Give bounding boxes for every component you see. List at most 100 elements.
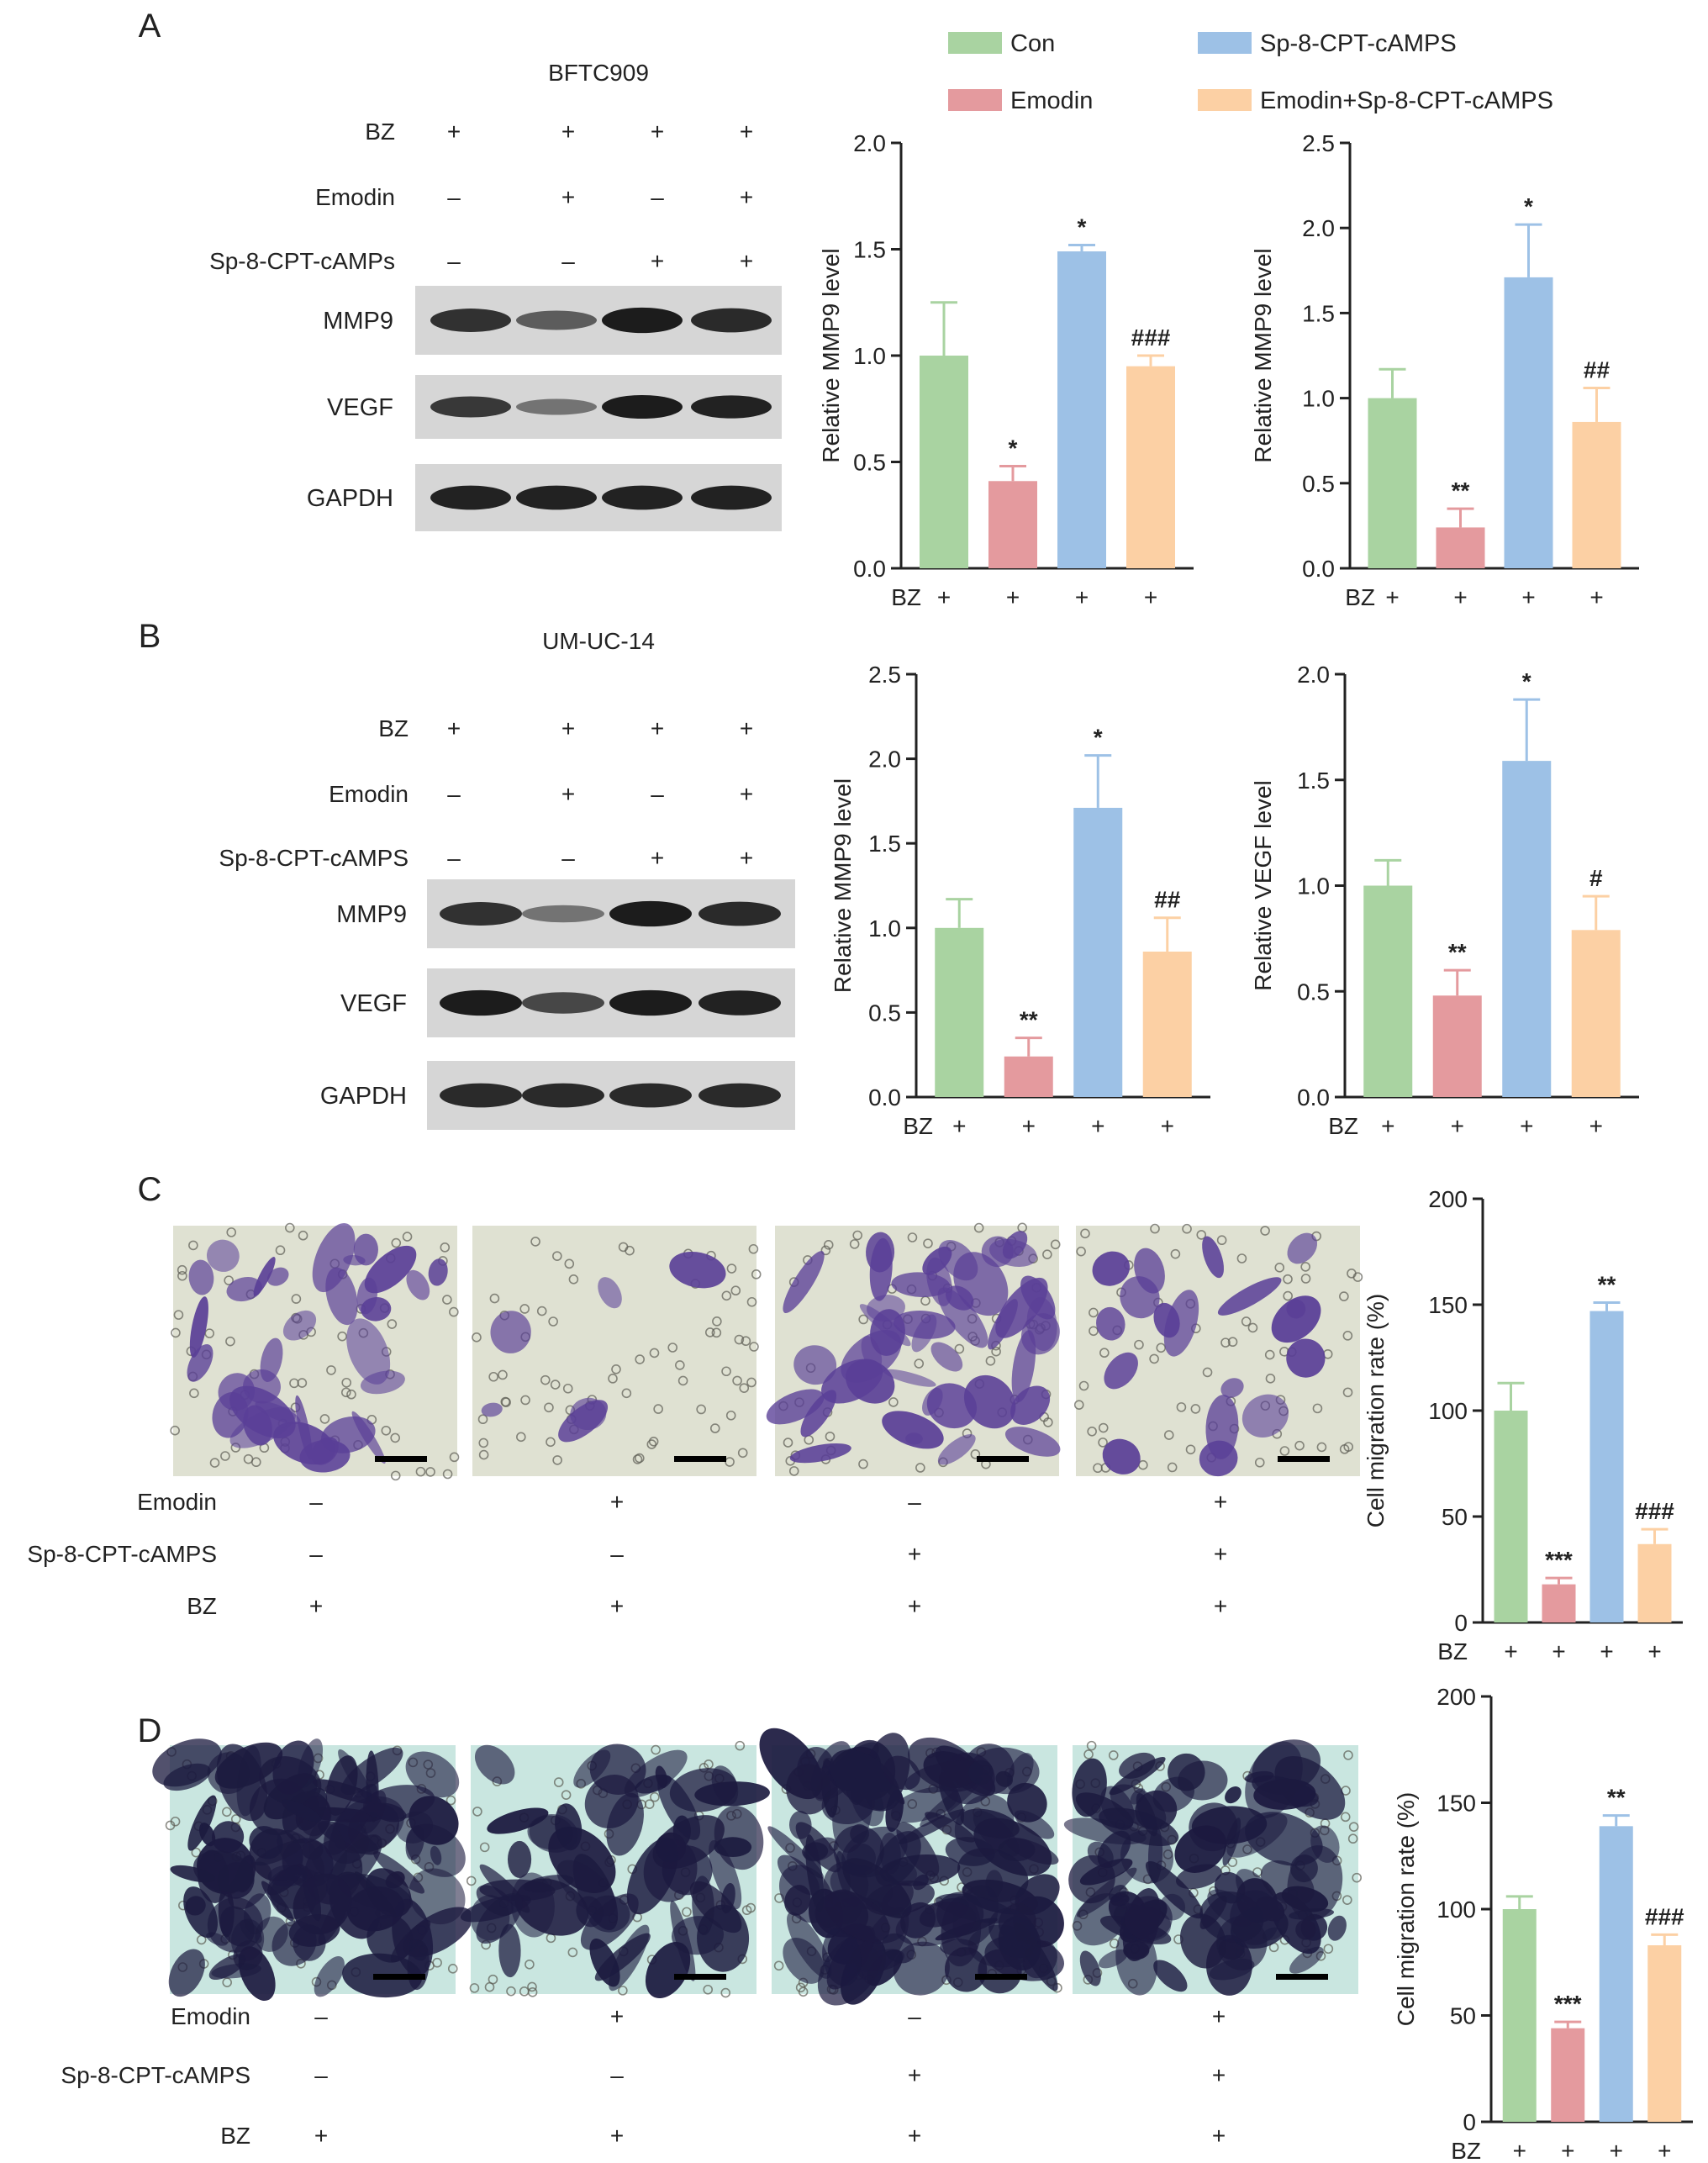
membrane-pore: [608, 1374, 618, 1384]
y-tick-label: 1.0: [1297, 873, 1330, 899]
stained-cell: [954, 1794, 1015, 1857]
stained-cell: [940, 1939, 978, 1956]
stained-cell: [271, 1920, 317, 1966]
membrane-pore: [561, 1790, 572, 1800]
membrane-pore: [726, 1264, 737, 1274]
bar-emodin: [1432, 995, 1482, 1097]
stained-cell: [922, 1246, 952, 1275]
stained-cell: [321, 1416, 376, 1453]
stained-cell: [570, 1397, 607, 1431]
membrane-pore: [536, 1306, 547, 1316]
membrane-pore: [704, 1327, 715, 1337]
stained-cell: [325, 1755, 358, 1816]
stained-cell: [555, 1803, 583, 1851]
scale-bar: [373, 1974, 425, 1980]
treatment-label-emodin: Emodin: [171, 2003, 250, 2029]
legend-swatch-emodin: [948, 89, 1002, 111]
membrane-pore: [552, 1455, 562, 1465]
membrane-pore: [171, 1327, 181, 1338]
stained-cell: [609, 1924, 650, 1992]
y-tick-label: 0.0: [853, 556, 886, 582]
treatment-label-emodin: Emodin: [137, 1489, 217, 1515]
stained-cell: [882, 1411, 944, 1449]
bar-combo: [1126, 366, 1175, 568]
membrane-pore: [712, 1316, 722, 1327]
membrane-pore: [298, 1230, 308, 1241]
stained-cell: [272, 1740, 314, 1795]
stained-cell: [1092, 1251, 1131, 1286]
stained-cell: [1189, 1802, 1238, 1852]
treatment-sign: –: [651, 184, 664, 210]
membrane-pore: [222, 1807, 232, 1817]
x-row-sign: +: [1589, 584, 1603, 610]
membrane-pore: [635, 1354, 645, 1364]
membrane-pore: [823, 1240, 834, 1250]
treatment-sign: –: [610, 1541, 624, 1567]
membrane-pore: [1342, 1387, 1353, 1398]
bar-sp: [1504, 277, 1553, 568]
blot-band: [691, 485, 772, 510]
x-row-label: BZ: [903, 1113, 933, 1139]
membrane-pore: [651, 1744, 661, 1755]
stained-cell: [800, 1390, 837, 1438]
membrane-pore: [442, 1295, 452, 1305]
significance-label: *: [1094, 725, 1103, 751]
stained-cell: [1295, 1919, 1316, 1940]
membrane-pore: [721, 1366, 731, 1377]
treatment-sign: +: [610, 2003, 624, 2029]
treatment-sign: +: [740, 845, 753, 871]
y-tick-label: 2.0: [853, 130, 886, 156]
stained-cell: [1102, 1438, 1141, 1475]
stained-cell: [968, 1759, 994, 1786]
stained-cell: [822, 1928, 862, 1986]
stained-cell: [266, 1267, 289, 1286]
blot-band: [440, 902, 522, 926]
stained-cell: [643, 1839, 698, 1902]
blot-band: [430, 485, 511, 510]
significance-label: ***: [1554, 1991, 1582, 2017]
stained-cell: [1168, 1753, 1205, 1791]
panel-letter-c: C: [138, 1171, 162, 1208]
stained-cell: [430, 1845, 442, 1865]
x-row-label: BZ: [1345, 584, 1375, 610]
membrane-pore: [914, 1358, 925, 1369]
membrane-pore: [1080, 1228, 1090, 1239]
x-row-sign: +: [1520, 1113, 1533, 1139]
stained-cell: [406, 1269, 430, 1300]
treatment-sign: +: [561, 119, 575, 145]
treatment-sign: +: [1212, 2123, 1226, 2149]
stained-cell: [1220, 1378, 1244, 1398]
stained-cell: [783, 1251, 825, 1314]
membrane-pore: [289, 1378, 299, 1389]
treatment-sign: +: [651, 845, 664, 871]
membrane-pore: [725, 1410, 736, 1421]
stained-cell: [1271, 1295, 1321, 1343]
stained-cell: [189, 1296, 208, 1358]
stained-cell: [219, 1906, 255, 1947]
x-row-sign: +: [937, 584, 951, 610]
membrane-pore: [319, 1414, 330, 1424]
stained-cell: [1163, 1290, 1199, 1357]
stained-cell: [869, 1237, 893, 1301]
stained-cell: [233, 1940, 263, 1970]
treatment-sign: +: [314, 2123, 328, 2149]
treatment-sign: +: [561, 781, 575, 807]
bar-combo: [1572, 421, 1621, 568]
y-tick-label: 50: [1450, 2003, 1476, 2029]
membrane-pore: [746, 1902, 756, 1913]
stained-cell: [945, 1285, 974, 1311]
band-label-vegf: VEGF: [327, 394, 393, 421]
stained-cell: [784, 1885, 811, 1916]
membrane-pore: [489, 1293, 500, 1304]
stained-cell: [1153, 1960, 1188, 1992]
stained-cell: [556, 1860, 617, 1917]
stained-cell: [1159, 1893, 1186, 1921]
blot-band: [522, 905, 604, 923]
bar-con: [1368, 398, 1417, 568]
membrane-pore: [732, 1375, 742, 1386]
x-row-sign: +: [1161, 1113, 1174, 1139]
membrane-pore: [820, 1245, 831, 1256]
blot-band: [691, 395, 772, 419]
stained-cell: [364, 1245, 417, 1294]
